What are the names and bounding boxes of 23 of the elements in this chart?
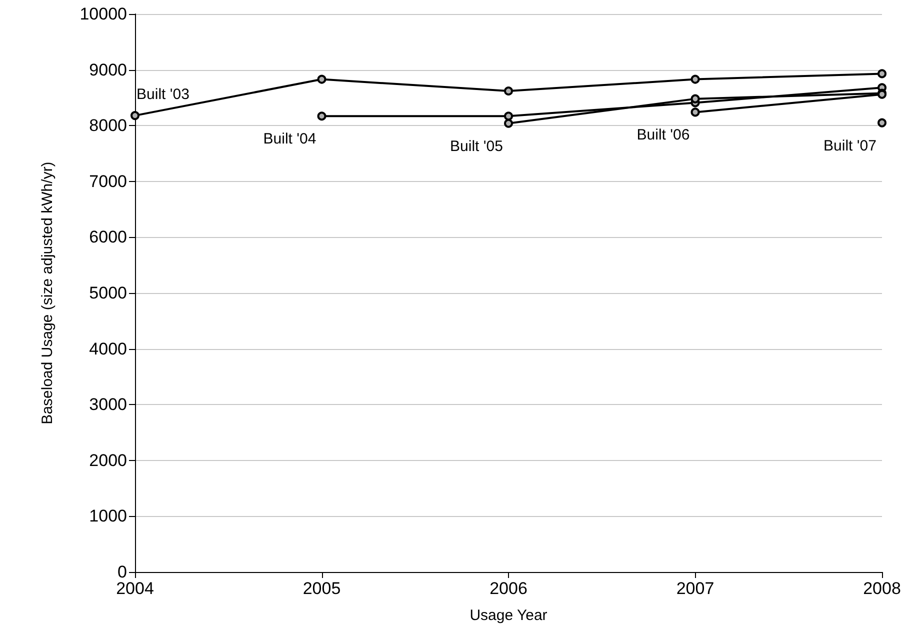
y-tick-label: 2000 [89, 450, 127, 470]
x-tick-label: 2005 [302, 579, 341, 598]
y-tick-label: 8000 [89, 116, 127, 136]
y-tick-label: 0 [118, 562, 127, 582]
y-tick-label: 1000 [89, 506, 127, 526]
x-axis-title: Usage Year [470, 607, 548, 624]
x-tick-label: 2008 [863, 579, 901, 598]
x-tick-label: 2007 [676, 579, 714, 598]
y-tick-label: 3000 [89, 395, 127, 414]
y-tick-label: 7000 [89, 172, 127, 191]
y-tick-label: 10000 [80, 4, 127, 24]
legend-label: Built '03 [136, 86, 190, 104]
series-label: Built '04 [263, 130, 316, 148]
y-tick-label: 6000 [89, 228, 127, 247]
y-tick-label: 5000 [89, 284, 127, 302]
series-label: Built '05 [450, 138, 503, 155]
y-axis-title: Baseload Usage (size adjusted kWh/yr) [39, 162, 56, 424]
series-label: Built '07 [824, 137, 876, 154]
x-tick-label: 2006 [490, 579, 528, 598]
x-tick-label: 2004 [116, 579, 154, 598]
y-tick-label: 4000 [89, 339, 127, 358]
y-tick-label: 9000 [89, 60, 127, 80]
series-label: Built '06 [636, 126, 690, 144]
